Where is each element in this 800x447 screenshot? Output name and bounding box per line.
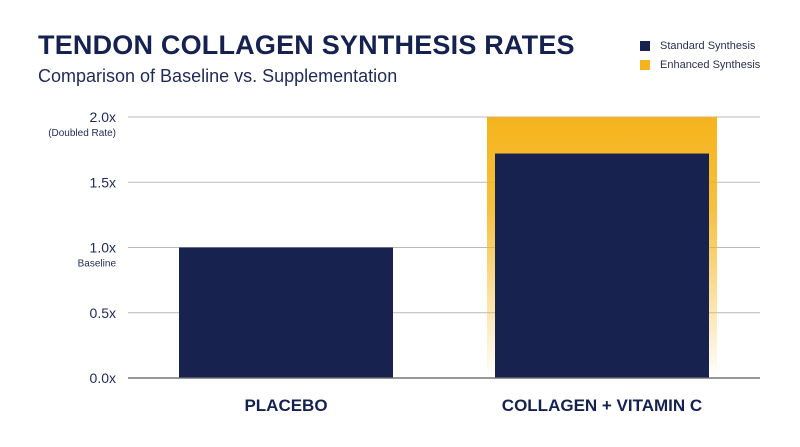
y-tick-label: 0.0x (90, 370, 116, 386)
y-tick-label: 1.0x (90, 240, 116, 256)
chart-title: TENDON COLLAGEN SYNTHESIS RATES (38, 30, 575, 60)
y-tick-label: 0.5x (90, 305, 116, 321)
y-tick-sublabel: Baseline (78, 259, 117, 270)
legend-swatch-enhanced (640, 59, 650, 70)
legend-label-enhanced: Enhanced Synthesis (660, 58, 761, 71)
y-tick-sublabel: (Doubled Rate) (48, 128, 116, 139)
x-category-label: COLLAGEN + VITAMIN C (502, 396, 702, 415)
y-tick-label: 1.5x (90, 174, 116, 190)
bar-standard-synthesis (179, 247, 393, 378)
legend-swatch-standard (640, 40, 650, 51)
legend-item-enhanced: Enhanced Synthesis (640, 55, 760, 74)
chart-subtitle: Comparison of Baseline vs. Supplementati… (38, 66, 398, 86)
legend-item-standard: Standard Synthesis (640, 36, 760, 55)
legend: Standard Synthesis Enhanced Synthesis (640, 36, 760, 74)
x-category-label: PLACEBO (244, 396, 327, 415)
legend-label-standard: Standard Synthesis (660, 39, 756, 52)
bar-standard-synthesis (495, 153, 709, 378)
y-tick-label: 2.0x (90, 109, 116, 125)
